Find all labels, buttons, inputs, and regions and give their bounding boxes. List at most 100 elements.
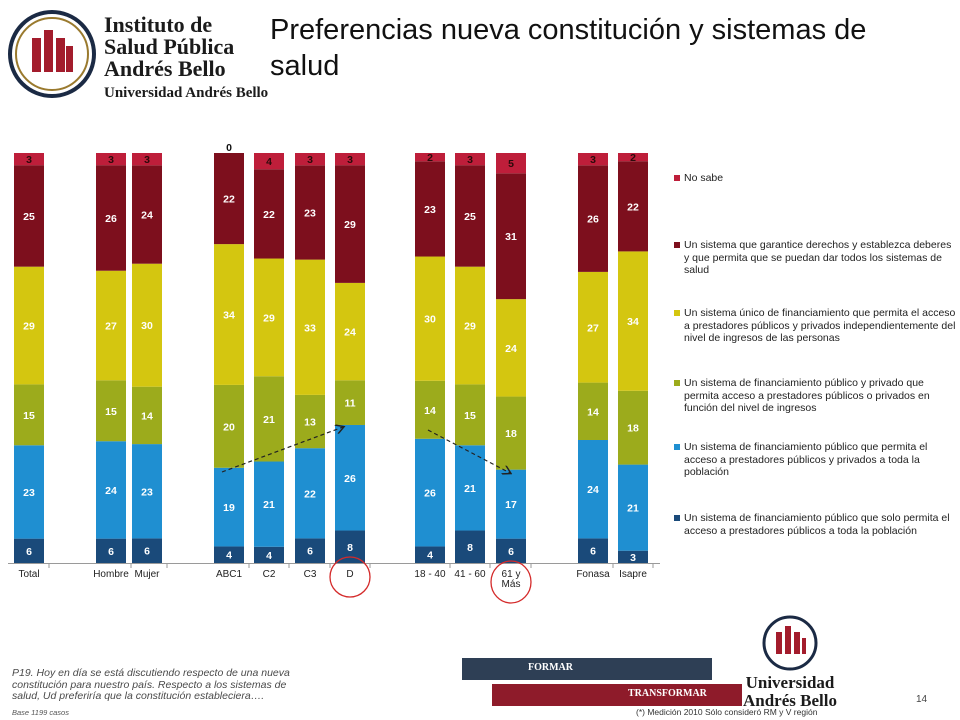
bar-segment <box>132 444 162 539</box>
trend-arrow-ses <box>221 427 343 473</box>
bar-segment <box>415 153 445 162</box>
bar-segment <box>335 282 365 381</box>
bar-segment <box>578 440 608 539</box>
bar-segment <box>14 153 44 166</box>
bar-segment <box>14 165 44 267</box>
data-label: 30 <box>424 314 436 326</box>
data-label: 31 <box>505 231 517 243</box>
bar-segment <box>578 271 608 383</box>
data-label: 30 <box>141 320 153 332</box>
bar-segment <box>254 461 284 547</box>
data-label: 23 <box>23 487 35 499</box>
data-label: 22 <box>304 488 316 500</box>
bar-segment <box>455 384 485 446</box>
bar-segment <box>415 546 445 563</box>
bar-segment <box>14 445 44 539</box>
data-label: 25 <box>23 211 35 223</box>
bar-segment <box>415 161 445 257</box>
data-label: 25 <box>464 211 476 223</box>
stacked-bar-chart: 6231529253Total6241527263Hombre623143024… <box>8 142 660 604</box>
data-label: 22 <box>627 201 639 213</box>
bar-segment <box>618 161 648 252</box>
data-label: 3 <box>467 154 473 166</box>
bar-segment <box>455 445 485 531</box>
x-tick-label: Isapre <box>619 569 647 580</box>
bar-segment <box>132 538 162 563</box>
data-label: 23 <box>424 204 436 216</box>
bar-segment <box>455 530 485 563</box>
data-label: 6 <box>26 546 32 558</box>
trend-arrow-age <box>427 429 510 473</box>
bar-segment <box>295 153 325 166</box>
highlight-circle-d <box>329 556 371 598</box>
x-tick-label: Mujer <box>134 569 160 580</box>
data-label: 4 <box>226 550 232 562</box>
data-label: 29 <box>344 219 356 231</box>
data-label: 0 <box>226 142 232 154</box>
bar-segment <box>14 266 44 385</box>
data-label: 27 <box>105 321 117 333</box>
bar-segment <box>132 165 162 264</box>
bar-segment <box>415 438 445 547</box>
data-label: 6 <box>307 546 313 558</box>
x-tick-label: 41 - 60 <box>454 569 486 580</box>
data-label: 3 <box>26 154 32 166</box>
logo-line-4: Universidad Andrés Bello <box>104 85 269 101</box>
x-tick-label: Fonasa <box>576 569 610 580</box>
bar-segment <box>14 538 44 563</box>
bar-segment <box>96 538 126 563</box>
data-label: 6 <box>108 546 114 558</box>
legend-label: Un sistema de financiamiento público que… <box>684 512 950 537</box>
data-label: 26 <box>424 488 436 500</box>
data-label: 21 <box>464 483 476 495</box>
x-tick-label: C3 <box>304 569 317 580</box>
bar-segment <box>214 244 244 385</box>
bar-segment <box>455 153 485 166</box>
data-label: 22 <box>263 209 275 221</box>
data-label: 2 <box>630 152 636 164</box>
data-label: 24 <box>587 484 599 496</box>
institute-logo: Instituto de Salud Pública Andrés Bello … <box>6 8 268 101</box>
bar-segment <box>415 380 445 439</box>
x-tick-label: D <box>346 569 353 580</box>
data-label: 27 <box>587 322 599 334</box>
data-label: 34 <box>223 310 235 322</box>
bar-segment <box>335 380 365 425</box>
data-label: 6 <box>508 546 514 558</box>
bar-segment <box>618 390 648 465</box>
data-label: 29 <box>23 321 35 333</box>
data-label: 8 <box>467 542 473 554</box>
bar-segment <box>214 546 244 563</box>
university-logo-line-2: Andrés Bello <box>743 691 837 710</box>
data-label: 26 <box>344 473 356 485</box>
bar-segment <box>254 169 284 259</box>
data-label: 3 <box>347 154 353 166</box>
question-text: P19. Hoy en día se está discutiendo resp… <box>12 667 290 702</box>
bar-segment <box>618 550 648 563</box>
data-label: 19 <box>223 502 235 514</box>
bar-segment <box>96 270 126 381</box>
bar-segment <box>214 153 244 245</box>
bar-segment <box>618 464 648 551</box>
data-label: 4 <box>266 550 272 562</box>
bar-segment <box>455 266 485 385</box>
data-label: 15 <box>105 406 117 418</box>
data-label: 21 <box>627 503 639 515</box>
transformar-label: TRANSFORMAR <box>628 688 707 699</box>
legend-swatch <box>674 444 680 450</box>
data-label: 22 <box>223 194 235 206</box>
data-label: 3 <box>630 552 636 564</box>
university-logo: Universidad Andrés Bello <box>738 614 842 714</box>
data-label: 29 <box>464 321 476 333</box>
bar-segment <box>578 165 608 272</box>
bar-segment <box>96 441 126 539</box>
bar-segment <box>578 538 608 563</box>
bar-segment <box>335 424 365 531</box>
data-label: 14 <box>141 410 153 422</box>
university-seal-icon <box>762 615 818 671</box>
bar-segment <box>618 251 648 391</box>
legend-label: Un sistema que garantice derechos y esta… <box>684 239 952 276</box>
data-label: 17 <box>505 499 517 511</box>
x-tick-label: 18 - 40 <box>414 569 446 580</box>
bar-segment <box>618 153 648 162</box>
